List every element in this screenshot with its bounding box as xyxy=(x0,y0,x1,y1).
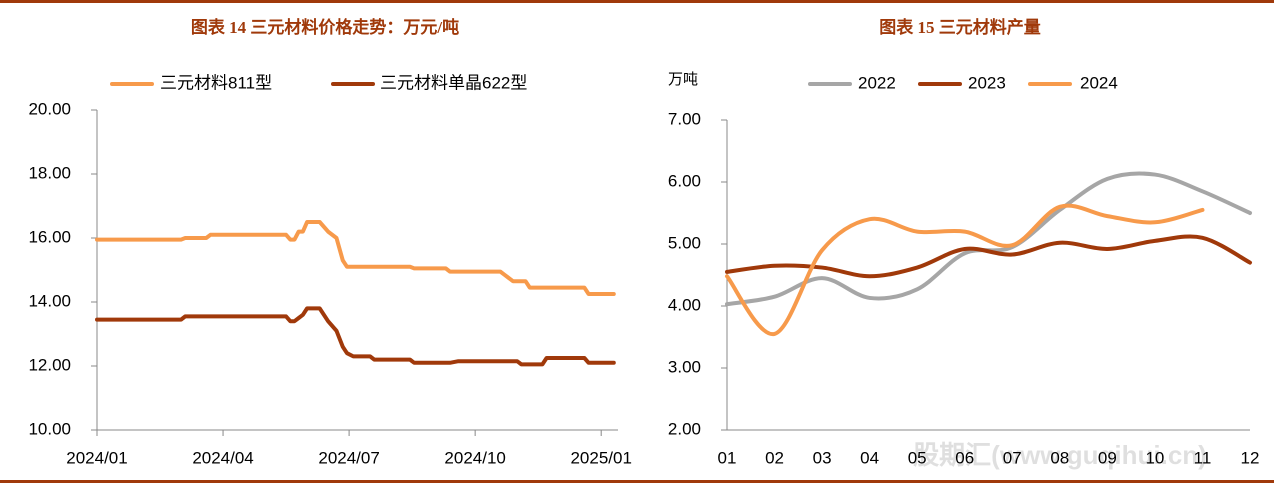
x-tick-label: 08 xyxy=(1050,448,1069,467)
x-tick-label: 2024/04 xyxy=(192,448,253,467)
y-tick-label: 12.00 xyxy=(28,355,71,374)
y-axis-label: 万吨 xyxy=(668,71,698,88)
watermark: 股期汇(www.guqihui.cn) xyxy=(913,440,1207,470)
x-tick-label: 04 xyxy=(860,448,879,467)
series-line xyxy=(95,220,616,296)
x-tick-label: 10 xyxy=(1145,448,1164,467)
y-tick-label: 16.00 xyxy=(28,227,71,246)
y-tick-label: 5.00 xyxy=(668,233,701,252)
x-tick-label: 02 xyxy=(765,448,784,467)
top-rule xyxy=(0,0,1274,3)
x-tick-label: 03 xyxy=(813,448,832,467)
x-tick-label: 07 xyxy=(1003,448,1022,467)
y-tick-label: 3.00 xyxy=(668,357,701,376)
x-tick-label: 01 xyxy=(718,448,737,467)
x-tick-label: 2024/10 xyxy=(444,448,505,467)
x-tick-label: 09 xyxy=(1098,448,1117,467)
y-tick-label: 4.00 xyxy=(668,295,701,314)
series-line xyxy=(95,306,616,367)
x-tick-label: 06 xyxy=(955,448,974,467)
y-tick-label: 14.00 xyxy=(28,291,71,310)
legend-label: 三元材料811型 xyxy=(160,73,272,92)
y-tick-label: 7.00 xyxy=(668,109,701,128)
chart-title: 图表 15 三元材料产量 xyxy=(879,17,1041,37)
y-tick-label: 6.00 xyxy=(668,171,701,190)
y-tick-label: 20.00 xyxy=(28,99,71,118)
series-line xyxy=(725,203,1205,336)
legend-label: 2022 xyxy=(858,73,896,92)
x-tick-label: 2024/07 xyxy=(318,448,379,467)
legend-label: 2023 xyxy=(968,73,1006,92)
legend-label: 三元材料单晶622型 xyxy=(380,73,527,92)
legend-label: 2024 xyxy=(1080,73,1118,92)
y-tick-label: 2.00 xyxy=(668,419,701,438)
x-tick-label: 11 xyxy=(1194,448,1212,467)
y-tick-label: 18.00 xyxy=(28,163,71,182)
chart-title: 图表 14 三元材料价格走势：万元/吨 xyxy=(191,17,459,37)
x-tick-label: 05 xyxy=(908,448,927,467)
y-tick-label: 10.00 xyxy=(28,419,71,438)
x-tick-label: 2025/01 xyxy=(570,448,631,467)
x-tick-label: 12 xyxy=(1241,448,1260,467)
series-line xyxy=(725,234,1252,279)
x-tick-label: 2024/01 xyxy=(66,448,127,467)
bottom-rule xyxy=(0,480,1274,483)
